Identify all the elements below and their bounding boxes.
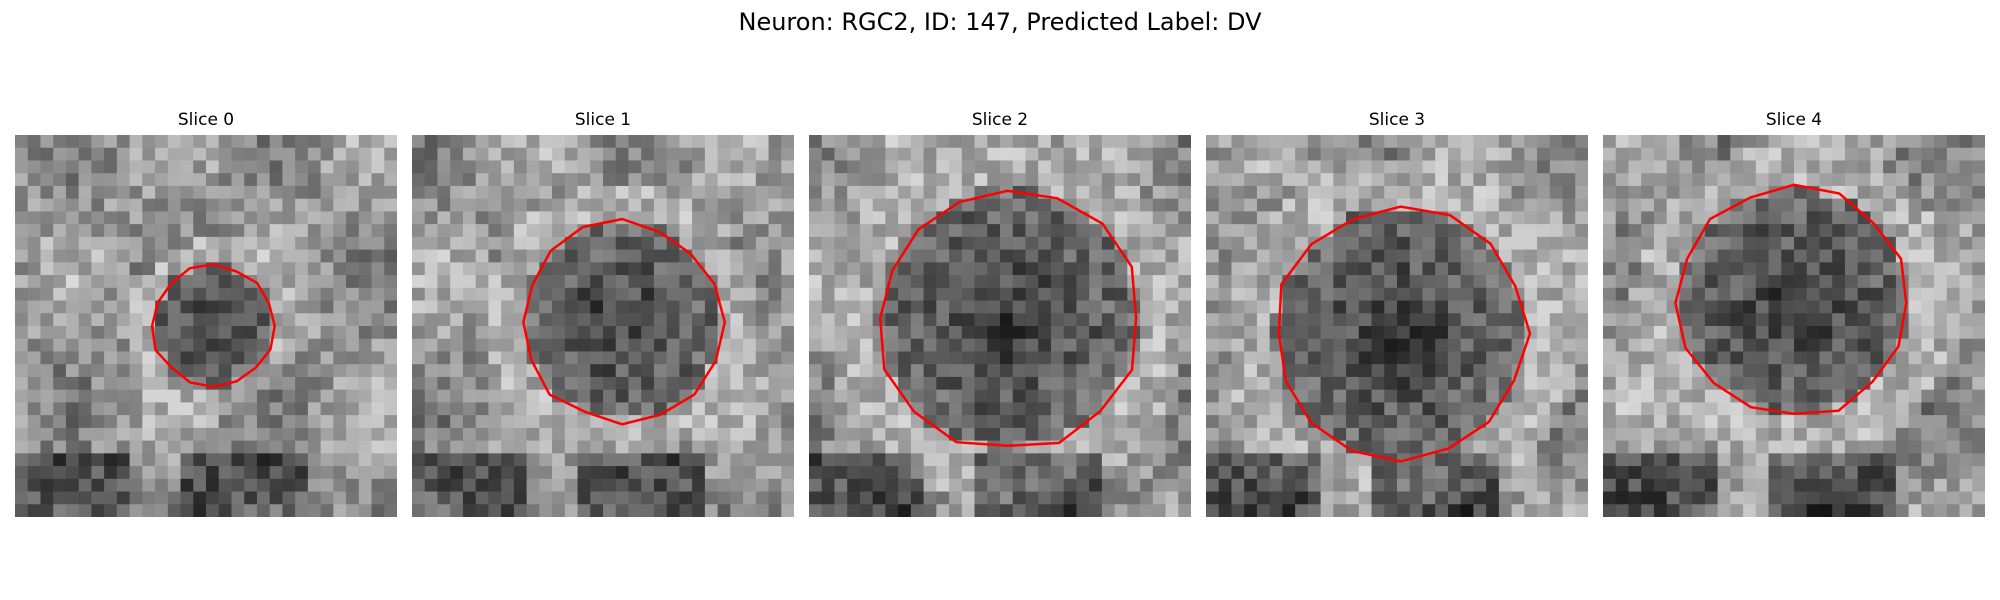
roi-contour	[1277, 205, 1532, 463]
roi-contour	[522, 217, 727, 426]
slice-panel-2: Slice 2	[809, 108, 1191, 517]
slice-title: Slice 2	[971, 110, 1029, 130]
roi-contour	[1674, 183, 1908, 416]
slice-panel-0: Slice 0	[15, 108, 397, 517]
slice-title: Slice 3	[1368, 110, 1426, 130]
slice-image	[15, 135, 397, 517]
figure-title: Neuron: RGC2, ID: 147, Predicted Label: …	[738, 8, 1262, 36]
slice-panel-4: Slice 4	[1603, 108, 1985, 517]
slice-image	[1206, 135, 1588, 517]
slice-title: Slice 1	[574, 110, 632, 130]
slice-image	[412, 135, 794, 517]
slice-image	[809, 135, 1191, 517]
slice-title: Slice 0	[177, 110, 235, 130]
slice-title: Slice 4	[1765, 110, 1823, 130]
roi-contour	[150, 262, 276, 389]
slice-panel-1: Slice 1	[412, 108, 794, 517]
slice-panel-3: Slice 3	[1206, 108, 1588, 517]
slice-image	[1603, 135, 1985, 517]
roi-contour	[878, 189, 1138, 448]
